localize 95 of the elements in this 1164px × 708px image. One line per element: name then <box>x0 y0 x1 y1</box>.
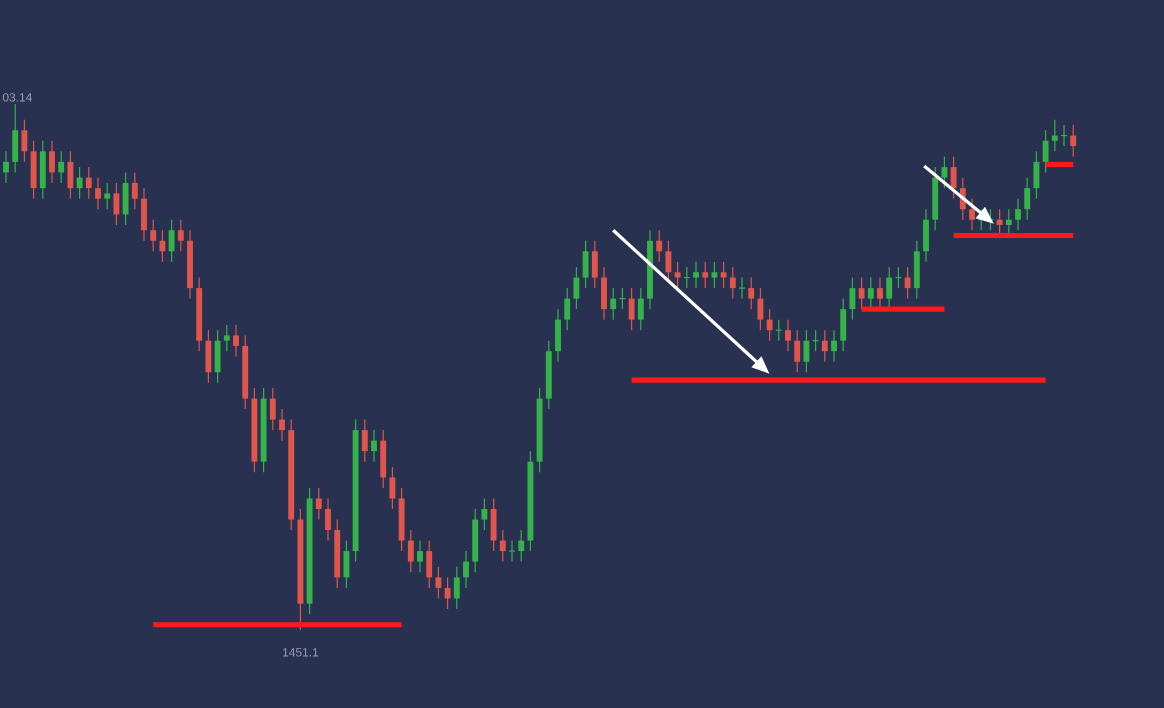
candlestick <box>325 497 331 542</box>
candlestick <box>877 276 883 310</box>
candlestick <box>380 429 387 489</box>
candlestick <box>389 466 396 510</box>
candlestick <box>1070 124 1077 158</box>
candlestick <box>472 508 479 573</box>
candlestick <box>435 566 442 600</box>
candlestick <box>867 276 874 310</box>
candlestick <box>766 308 773 342</box>
candlestick <box>223 324 230 352</box>
candlestick <box>150 219 157 252</box>
candlestick <box>1005 208 1012 237</box>
candlestick <box>1015 198 1021 231</box>
candlestick <box>720 261 727 289</box>
candlestick <box>131 171 138 210</box>
candlestick <box>582 240 589 289</box>
candlestick <box>702 261 709 289</box>
candlestick <box>205 329 212 384</box>
candlestick <box>499 529 506 563</box>
candlestick <box>849 276 856 321</box>
candlestick <box>214 329 221 384</box>
candlestick <box>444 576 451 610</box>
candlestick <box>49 140 55 184</box>
candlestick <box>665 240 672 284</box>
candlestick <box>821 329 828 363</box>
candlestick <box>67 150 74 200</box>
candlestick <box>1042 129 1049 173</box>
candlestick <box>711 261 718 289</box>
candlestick <box>159 229 166 263</box>
candlestick <box>794 329 801 373</box>
candlestick <box>950 155 957 200</box>
candlestick <box>923 208 929 263</box>
candlestick <box>757 287 764 331</box>
candlestick <box>141 187 147 242</box>
candlestick <box>886 266 893 310</box>
candlestick <box>601 266 607 321</box>
candlestick <box>932 166 939 231</box>
candlestick <box>573 266 580 310</box>
candlestick <box>481 497 488 531</box>
candlestick <box>12 103 19 173</box>
candlestick <box>490 497 497 552</box>
candlestick <box>1024 177 1031 221</box>
candlestick <box>233 324 239 358</box>
candlestick <box>113 182 120 226</box>
candlestick <box>1033 150 1040 200</box>
candlestick <box>996 208 1003 237</box>
candlestick <box>417 539 423 573</box>
candlestick <box>564 287 571 331</box>
candlestick <box>168 219 175 263</box>
candlestick <box>969 198 975 231</box>
candlestick <box>674 261 681 289</box>
candlestick <box>1051 119 1058 152</box>
candlestick <box>785 319 791 352</box>
candlestick <box>453 566 460 610</box>
candlestick <box>371 429 377 463</box>
candlestick <box>177 219 184 252</box>
candlestick <box>803 329 810 373</box>
candlestick <box>941 155 948 189</box>
candlestick <box>315 487 322 521</box>
candlestick <box>361 418 368 463</box>
candlestick <box>463 550 469 589</box>
candlestick <box>840 298 847 352</box>
candlestick <box>545 340 552 410</box>
candlestick <box>122 171 129 226</box>
candlestick <box>904 266 911 300</box>
candlestick <box>39 140 46 200</box>
candlestick <box>913 240 920 300</box>
candlestick <box>398 487 405 552</box>
candlestick <box>334 518 341 589</box>
candlestick <box>407 529 414 573</box>
candlestick <box>85 166 92 200</box>
candlestick <box>95 177 101 210</box>
candlestick <box>508 539 516 563</box>
candlestick <box>748 276 755 310</box>
candlestick <box>555 308 561 363</box>
candlestick <box>831 329 837 363</box>
candlestick <box>3 150 9 184</box>
candlestick <box>279 408 285 442</box>
candlestick <box>637 287 644 331</box>
candlestick <box>58 150 65 184</box>
candlestick <box>104 182 111 210</box>
candlestick <box>21 119 28 163</box>
candlestick <box>187 229 193 300</box>
candlestick <box>738 276 746 300</box>
candlestick <box>426 539 433 589</box>
candlestick <box>591 240 598 289</box>
candlestick <box>269 387 276 431</box>
candlestick <box>858 276 865 310</box>
candlestick <box>343 539 350 589</box>
candlestick <box>628 287 635 331</box>
candlestick <box>76 166 83 200</box>
candlestick <box>30 140 37 200</box>
candlestick <box>656 229 663 263</box>
candlestick <box>610 287 617 321</box>
candlestick <box>729 266 736 300</box>
